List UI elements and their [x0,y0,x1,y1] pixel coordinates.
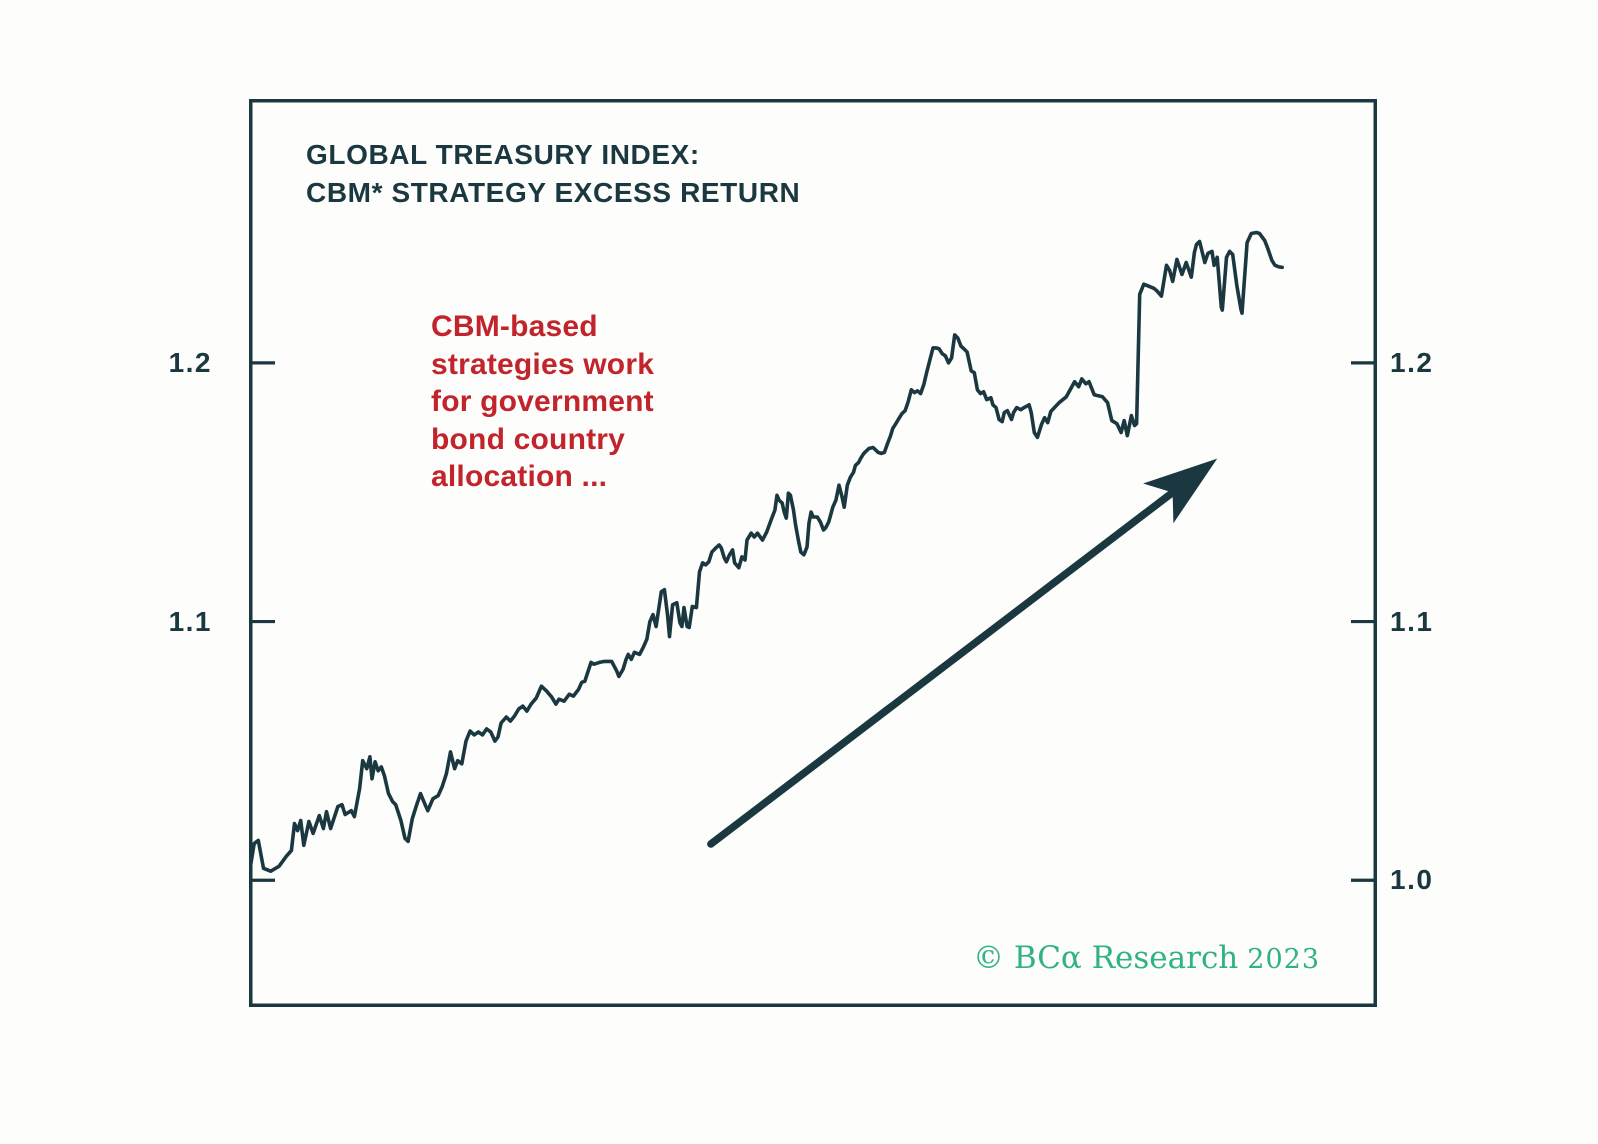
plot-area [249,99,1377,1007]
y-tick-label-right: 1.2 [1390,346,1434,378]
line-chart-svg [249,99,1377,1007]
y-tick-label-left: 1.1 [168,605,212,637]
copyright-notice: © BCα Research 2023 [900,940,1320,976]
chart-title: GLOBAL TREASURY INDEX: CBM* STRATEGY EXC… [306,136,800,212]
copyright-brand: © BCα Research [972,940,1239,976]
annotation-line: bond country [431,422,626,456]
y-tick-label-right: 1.0 [1390,864,1434,896]
plot-frame [249,99,1377,1007]
trend-arrow-head [1143,458,1218,524]
annotation-line: strategies work [431,347,655,381]
annotation-line: CBM-based [431,310,598,343]
y-tick-label-right: 1.1 [1390,605,1434,637]
trend-arrow-shaft [707,485,1182,848]
series-line [249,230,1284,877]
y-tick-label-left: 1.2 [168,346,212,378]
annotation-text: CBM-based strategies work for government… [431,308,654,496]
annotation-line: for government [431,385,654,418]
copyright-year: 2023 [1247,944,1320,975]
chart-title-line1: GLOBAL TREASURY INDEX: [306,139,700,170]
chart-title-line2: CBM* STRATEGY EXCESS RETURN [306,177,801,208]
annotation-line: allocation ... [431,460,608,493]
